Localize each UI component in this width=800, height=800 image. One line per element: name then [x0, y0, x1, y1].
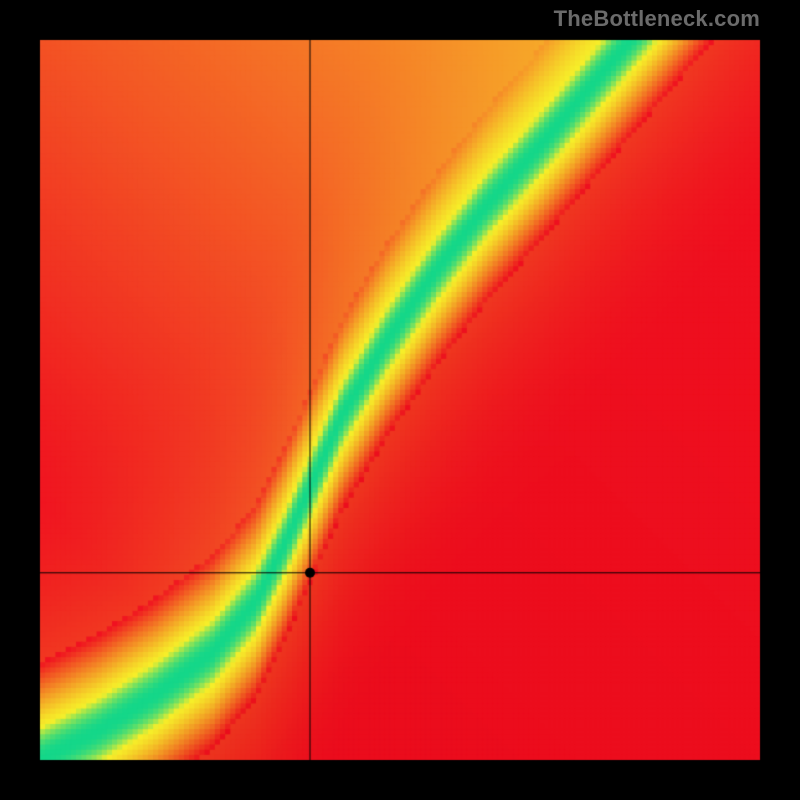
chart-container: TheBottleneck.com: [0, 0, 800, 800]
bottleneck-heatmap: [0, 0, 800, 800]
watermark-label: TheBottleneck.com: [554, 6, 760, 32]
